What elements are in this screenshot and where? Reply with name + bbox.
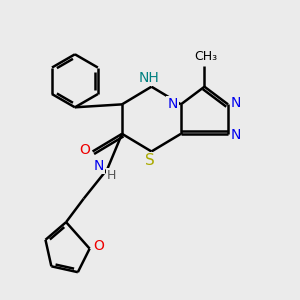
Text: S: S — [145, 153, 155, 168]
Text: N: N — [231, 128, 242, 142]
Text: H: H — [107, 169, 116, 182]
Text: O: O — [79, 143, 90, 157]
Text: O: O — [94, 239, 104, 253]
Text: N: N — [231, 96, 242, 110]
Text: NH: NH — [138, 71, 159, 85]
Text: CH₃: CH₃ — [194, 50, 218, 63]
Text: N: N — [167, 98, 178, 111]
Text: N: N — [94, 159, 104, 173]
